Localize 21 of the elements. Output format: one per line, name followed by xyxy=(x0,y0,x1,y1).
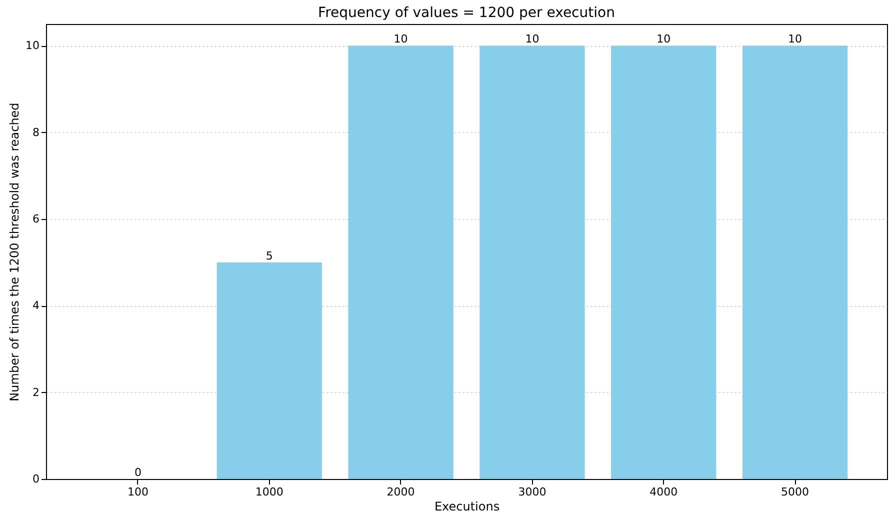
y-tick-label: 8 xyxy=(32,126,40,139)
data-label: 10 xyxy=(394,32,408,46)
x-tick-label: 2000 xyxy=(386,486,415,498)
data-label: 10 xyxy=(656,32,671,46)
y-tick-label: 2 xyxy=(32,386,40,399)
y-tick-label: 0 xyxy=(32,472,40,486)
data-label: 0 xyxy=(134,466,142,479)
x-tick-label: 5000 xyxy=(781,486,810,498)
y-tick-label: 10 xyxy=(26,39,40,52)
data-label: 10 xyxy=(525,32,540,46)
x-tick-label: 100 xyxy=(127,486,148,498)
data-label: 10 xyxy=(788,32,802,46)
y-tick-label: 4 xyxy=(32,299,40,312)
x-tick-label: 3000 xyxy=(518,486,546,498)
chart-title: Frequency of values = 1200 per execution xyxy=(318,5,615,21)
y-axis-title: Number of times the 1200 threshold was reached xyxy=(8,102,22,402)
x-axis-title: Executions xyxy=(434,500,500,514)
data-label: 5 xyxy=(266,249,273,262)
x-tick-label: 1000 xyxy=(255,486,284,498)
x-tick-label: 4000 xyxy=(650,486,678,498)
y-tick-label: 6 xyxy=(32,212,40,226)
